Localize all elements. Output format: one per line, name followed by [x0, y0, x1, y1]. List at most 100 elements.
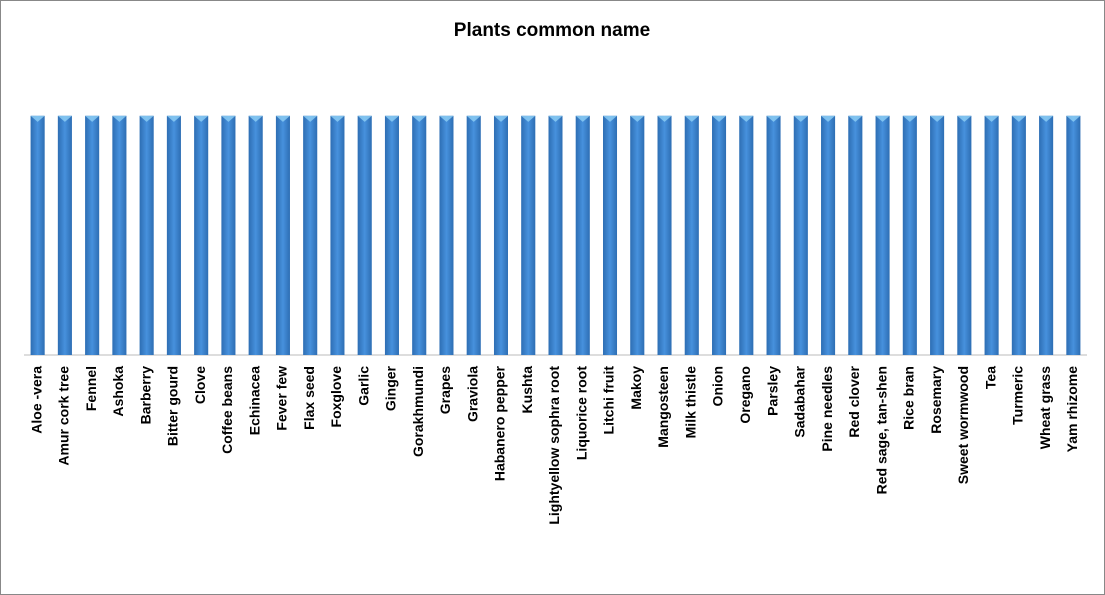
bar — [30, 115, 45, 355]
bar-cap — [766, 115, 781, 122]
x-tick-label: Tea — [982, 366, 998, 389]
x-tick-label: Foxglove — [328, 366, 344, 428]
x-tick-label: Rice bran — [901, 366, 917, 430]
bar — [902, 115, 917, 355]
bar-cap — [848, 115, 863, 122]
x-tick-label: Red clover — [846, 365, 862, 437]
bar — [821, 115, 836, 355]
x-tick-label: Wheat grass — [1037, 366, 1053, 449]
bar — [439, 115, 454, 355]
x-tick-label: Sweet wormwood — [955, 366, 971, 484]
bar-cap — [793, 115, 808, 122]
x-tick-label: Gorakhmundi — [410, 366, 426, 457]
bar-cap — [30, 115, 45, 122]
bar — [548, 115, 563, 355]
bar-cap — [1011, 115, 1026, 122]
x-tick-label: Sadabahar — [792, 365, 808, 437]
bar-cap — [1066, 115, 1081, 122]
bar — [848, 115, 863, 355]
bar — [330, 115, 345, 355]
x-tick-label: Fennel — [83, 366, 99, 411]
bar — [739, 115, 754, 355]
bar-cap — [957, 115, 972, 122]
x-tick-label: Kushta — [519, 366, 535, 414]
bar-cap — [357, 115, 372, 122]
bar-cap — [166, 115, 181, 122]
bar — [139, 115, 154, 355]
bar-cap — [139, 115, 154, 122]
bar — [793, 115, 808, 355]
bar-cap — [303, 115, 318, 122]
x-tick-label: Parsley — [764, 366, 780, 416]
bar — [493, 115, 508, 355]
x-tick-label: Ashoka — [110, 366, 126, 417]
bar-cap — [194, 115, 209, 122]
x-tick-label: Ginger — [383, 365, 399, 411]
bar-cap — [330, 115, 345, 122]
bar-cap — [521, 115, 536, 122]
chart-title: Plants common name — [454, 20, 650, 41]
bar — [194, 115, 209, 355]
bar — [248, 115, 263, 355]
bar-cap — [112, 115, 127, 122]
bar-cap — [684, 115, 699, 122]
bar — [875, 115, 890, 355]
bar — [466, 115, 481, 355]
bar — [657, 115, 672, 355]
x-tick-label: Garlic — [355, 366, 371, 406]
x-tick-label: Echinacea — [246, 366, 262, 435]
x-tick-label: Milk thistle — [682, 366, 698, 439]
x-tick-label: Graviola — [464, 366, 480, 422]
bar-cap — [439, 115, 454, 122]
x-tick-label: Bitter gourd — [165, 366, 181, 446]
bar — [766, 115, 781, 355]
x-tick-label: Aloe -vera — [28, 366, 44, 434]
bar-cap — [902, 115, 917, 122]
bar-cap — [384, 115, 399, 122]
bar-cap — [875, 115, 890, 122]
bar-cap — [57, 115, 72, 122]
x-tick-label: Flax seed — [301, 366, 317, 430]
bar — [85, 115, 100, 355]
x-tick-label: Onion — [710, 366, 726, 406]
bar — [630, 115, 645, 355]
bar — [930, 115, 945, 355]
bar-cap — [930, 115, 945, 122]
bar — [957, 115, 972, 355]
bar-cap — [85, 115, 100, 122]
bar — [1039, 115, 1054, 355]
bar-cap — [984, 115, 999, 122]
bar-cap — [221, 115, 236, 122]
bar-cap — [248, 115, 263, 122]
bar-cap — [412, 115, 427, 122]
bar-cap — [493, 115, 508, 122]
x-tick-label: Pine needles — [819, 366, 835, 452]
bar — [1066, 115, 1081, 355]
x-tick-label: Oregano — [737, 366, 753, 424]
bar-cap — [575, 115, 590, 122]
x-tick-label: Lightyellow sophra root — [546, 366, 562, 525]
x-tick-label: Turmeric — [1010, 366, 1026, 425]
bar-cap — [603, 115, 618, 122]
bar-cap — [630, 115, 645, 122]
bar — [221, 115, 236, 355]
bar — [57, 115, 72, 355]
bar — [1011, 115, 1026, 355]
x-tick-label: Amur cork tree — [56, 366, 72, 466]
x-tick-label: Mangosteen — [655, 366, 671, 448]
x-tick-label: Habanero pepper — [492, 365, 508, 481]
bar — [412, 115, 427, 355]
bar — [984, 115, 999, 355]
bar — [603, 115, 618, 355]
bar-cap — [821, 115, 836, 122]
x-tick-label: Red sage, tan-shen — [873, 366, 889, 494]
x-tick-label: Fever few — [274, 366, 290, 431]
bar — [357, 115, 372, 355]
bar — [712, 115, 727, 355]
bar — [112, 115, 127, 355]
x-tick-label: Rosemary — [928, 366, 944, 434]
x-tick-label: Liquorice root — [573, 366, 589, 460]
bar-cap — [466, 115, 481, 122]
bar — [575, 115, 590, 355]
bar — [521, 115, 536, 355]
